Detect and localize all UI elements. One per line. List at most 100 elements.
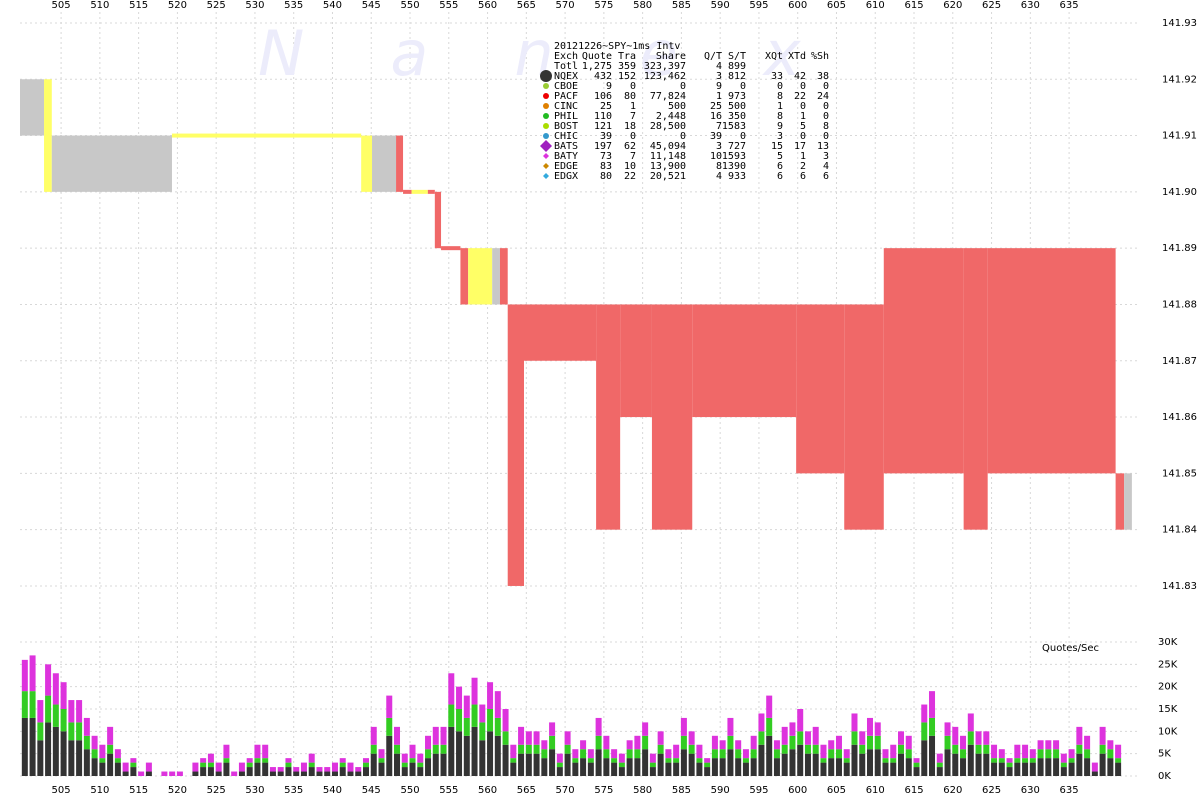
- labels-layer: 505 510 515 520 525 530 535 540 545 550 555 560 565 5…: [52, 0, 1197, 796]
- volume-bar-segment: [60, 709, 67, 732]
- volume-bar-segment: [91, 749, 98, 759]
- volume-bar-segment: [448, 726, 455, 776]
- legend-cell: 0: [823, 111, 829, 122]
- x-tick-label: 600: [788, 0, 807, 11]
- volume-bar-segment: [169, 771, 176, 776]
- volume-bar-segment: [556, 767, 563, 776]
- volume-bar-segment: [246, 758, 253, 763]
- volume-bar-segment: [1099, 753, 1106, 776]
- y-tick-label: 30K: [1158, 637, 1178, 648]
- legend-cell: 25: [600, 101, 612, 112]
- volume-bar-segment: [378, 762, 385, 776]
- volume-bar-segment: [370, 753, 377, 776]
- x-tick-label: 605: [827, 0, 846, 11]
- volume-bar-segment: [975, 731, 982, 745]
- volume-bar-segment: [750, 749, 757, 759]
- legend-cell: 11,148: [650, 151, 686, 162]
- volume-bar-segment: [998, 749, 1005, 759]
- volume-bar-segment: [45, 722, 52, 776]
- volume-bar-segment: [386, 695, 393, 718]
- volume-bar-segment: [1037, 740, 1044, 750]
- volume-bar-segment: [688, 744, 695, 754]
- volume-bar-segment: [316, 771, 323, 776]
- volume-bar-segment: [572, 762, 579, 776]
- legend-cell: 8: [716, 161, 722, 172]
- volume-bar-segment: [207, 767, 214, 776]
- legend-cell: 3: [716, 141, 722, 152]
- volume-bar-segment: [742, 758, 749, 763]
- x-tick-label: 615: [904, 0, 923, 11]
- volume-bar-segment: [130, 758, 137, 763]
- legend-cell: 42: [794, 71, 806, 82]
- volume-bar-segment: [386, 735, 393, 776]
- x-tick-label: 545: [362, 0, 381, 11]
- volume-bar-segment: [859, 753, 866, 776]
- volume-bar-segment: [711, 749, 718, 759]
- legend-cell: 432: [594, 71, 612, 82]
- volume-bar-segment: [83, 749, 90, 776]
- volume-bar-segment: [696, 744, 703, 759]
- volume-bar-segment: [929, 717, 936, 736]
- volume-bar-segment: [704, 758, 711, 763]
- legend-cell: 123,462: [644, 71, 686, 82]
- volume-bar-segment: [525, 753, 532, 776]
- volume-bar-segment: [145, 771, 152, 776]
- x-tick-label: 620: [943, 0, 962, 11]
- volume-bar-segment: [960, 758, 967, 776]
- legend-cell: 22: [624, 171, 636, 182]
- legend-cell: 9: [777, 121, 783, 132]
- volume-bar-segment: [673, 758, 680, 763]
- volume-bar-segment: [921, 740, 928, 776]
- legend-cell: 8: [823, 121, 829, 132]
- legend-cell: 9: [606, 81, 612, 92]
- volume-bar-segment: [91, 758, 98, 776]
- volume-bar-segment: [246, 762, 253, 768]
- volume-bar-segment: [983, 744, 990, 754]
- volume-bar-segment: [502, 709, 509, 732]
- volume-bar-segment: [29, 655, 36, 692]
- volume-bar-segment: [300, 762, 307, 772]
- y-tick-label: 141.88: [1162, 299, 1197, 310]
- volume-bar-segment: [773, 740, 780, 750]
- volume-bar-segment: [874, 722, 881, 736]
- volume-bar-segment: [905, 749, 912, 759]
- volume-bar-segment: [215, 771, 222, 776]
- legend-cell: 359: [618, 61, 636, 72]
- quote-spread: [372, 135, 397, 192]
- legend-cell: 2,448: [656, 111, 686, 122]
- volume-bar-segment: [967, 731, 974, 745]
- volume-bar-segment: [1084, 758, 1091, 776]
- legend-exchange: CHIC: [554, 131, 578, 142]
- legend-cell: 5: [777, 151, 783, 162]
- legend-column-header: %Sh: [811, 51, 829, 62]
- volume-bar-segment: [998, 758, 1005, 763]
- volume-bar-segment: [60, 731, 67, 776]
- volume-bar-segment: [52, 726, 59, 776]
- volume-bar-segment: [572, 749, 579, 759]
- x-tick-label: 580: [633, 0, 652, 11]
- legend-cell: 8: [777, 111, 783, 122]
- volume-bar-segment: [673, 762, 680, 776]
- volume-bar-segment: [277, 771, 284, 776]
- volume-bar-segment: [409, 744, 416, 759]
- x-tick-label: 510: [90, 785, 109, 796]
- quote-spread: [1115, 473, 1125, 530]
- volume-bar-segment: [835, 749, 842, 759]
- volume-bar-segment: [456, 731, 463, 776]
- volume-bar-segment: [983, 753, 990, 776]
- x-tick-label: 505: [52, 0, 71, 11]
- volume-bar-segment: [680, 735, 687, 750]
- volume-bar-segment: [1037, 758, 1044, 776]
- legend-exchange: PHIL: [554, 111, 578, 122]
- volume-bar-segment: [564, 753, 571, 776]
- quote-spread: [620, 304, 652, 418]
- legend-exchange: CBOE: [554, 81, 578, 92]
- volume-bar-segment: [611, 749, 618, 759]
- legend-marker: [543, 83, 549, 89]
- quote-spread: [963, 248, 988, 530]
- volume-bar-segment: [525, 731, 532, 745]
- volume-bar-segment: [882, 758, 889, 763]
- volume-bar-segment: [300, 771, 307, 776]
- volume-bar-segment: [1053, 758, 1060, 776]
- legend-cell: 16: [710, 111, 722, 122]
